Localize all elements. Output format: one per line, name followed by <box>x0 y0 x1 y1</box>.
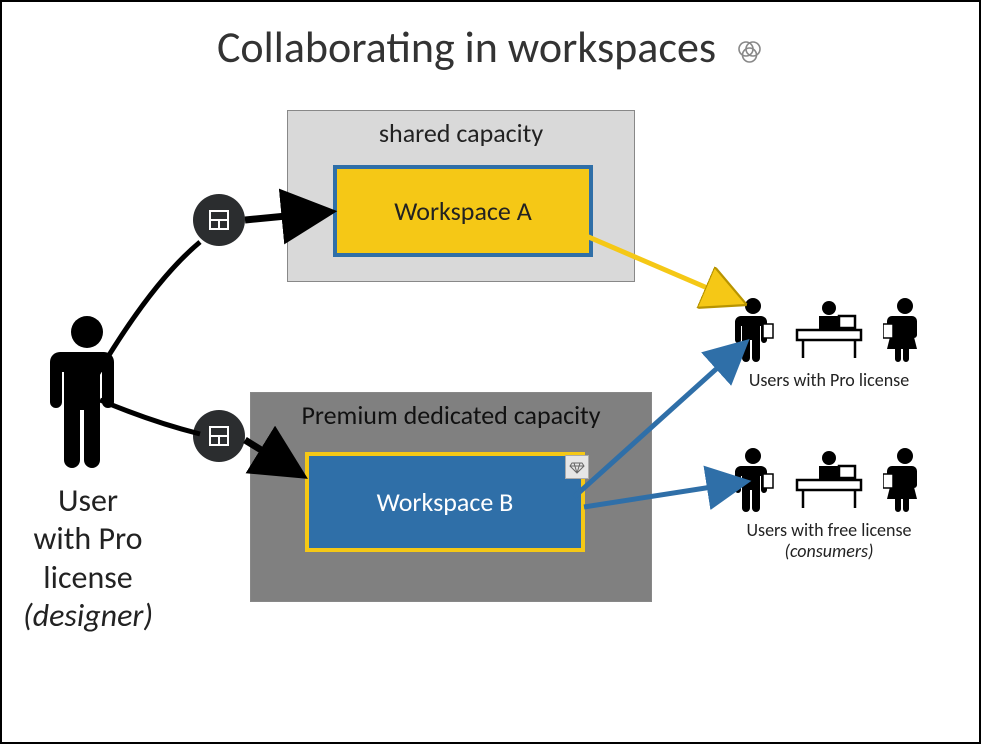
users-pro-caption: Users with Pro license <box>714 370 944 391</box>
users-pro-block: Users with Pro license <box>714 292 944 391</box>
designer-person-icon <box>42 312 132 477</box>
users-free-icons <box>714 442 944 516</box>
app-icon-1 <box>193 194 245 246</box>
title-text: Collaborating in workspaces <box>217 20 716 74</box>
workspace-a: Workspace A <box>333 165 593 257</box>
workspace-b-label: Workspace B <box>377 486 514 518</box>
premium-diamond-icon <box>565 455 589 479</box>
desk-person-icon <box>789 296 869 362</box>
users-free-caption: Users with free license (consumers) <box>714 520 944 561</box>
users-pro-icons <box>714 292 944 366</box>
users-free-caption-line1: Users with free license <box>714 520 944 541</box>
workspace-a-label: Workspace A <box>394 195 532 227</box>
person-male-icon <box>731 446 775 512</box>
users-free-role: (consumers) <box>714 541 944 562</box>
desk-person-icon <box>789 446 869 512</box>
users-free-block: Users with free license (consumers) <box>714 442 944 561</box>
person-female-icon <box>883 296 927 362</box>
designer-label: User with Pro license (designer) <box>8 482 168 636</box>
designer-label-line3: license <box>8 559 168 597</box>
slide: Collaborating in workspaces shared capac… <box>0 0 981 744</box>
app-icon-2 <box>193 410 245 462</box>
page-title: Collaborating in workspaces <box>2 20 979 79</box>
person-female-icon <box>883 446 927 512</box>
person-male-icon <box>731 296 775 362</box>
designer-label-line2: with Pro <box>8 520 168 558</box>
designer-label-line1: User <box>8 482 168 520</box>
workspace-b: Workspace B <box>305 452 585 552</box>
shared-capacity-label: shared capacity <box>288 111 634 149</box>
premium-capacity-label: Premium dedicated capacity <box>251 393 651 431</box>
designer-role: (designer) <box>8 597 168 635</box>
venn-icon <box>734 25 764 79</box>
